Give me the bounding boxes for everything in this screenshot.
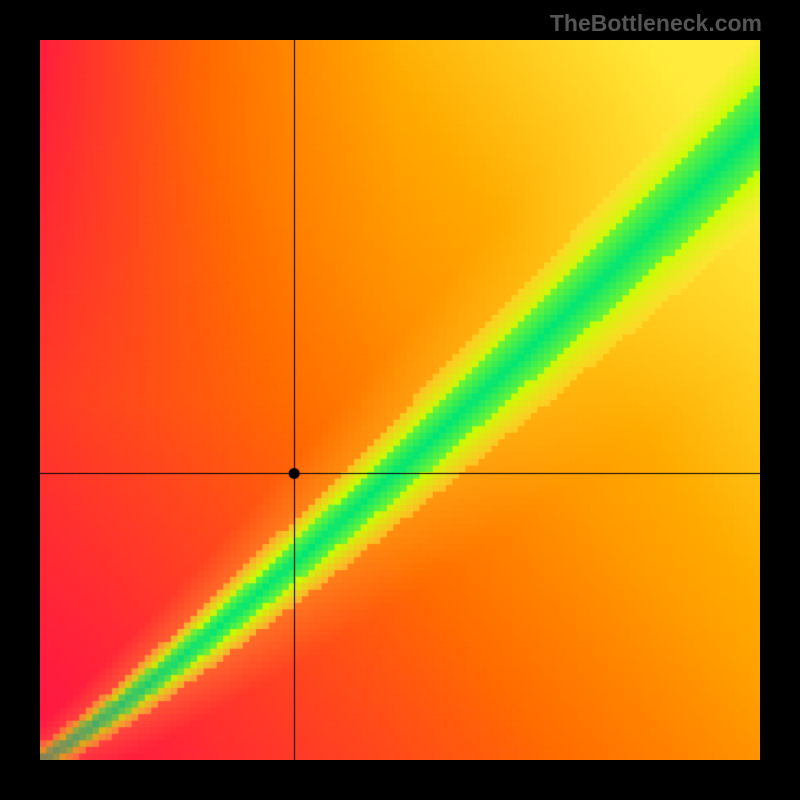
chart-container: TheBottleneck.com: [0, 0, 800, 800]
bottleneck-heatmap-canvas: [40, 40, 760, 760]
watermark-label: TheBottleneck.com: [550, 10, 762, 37]
